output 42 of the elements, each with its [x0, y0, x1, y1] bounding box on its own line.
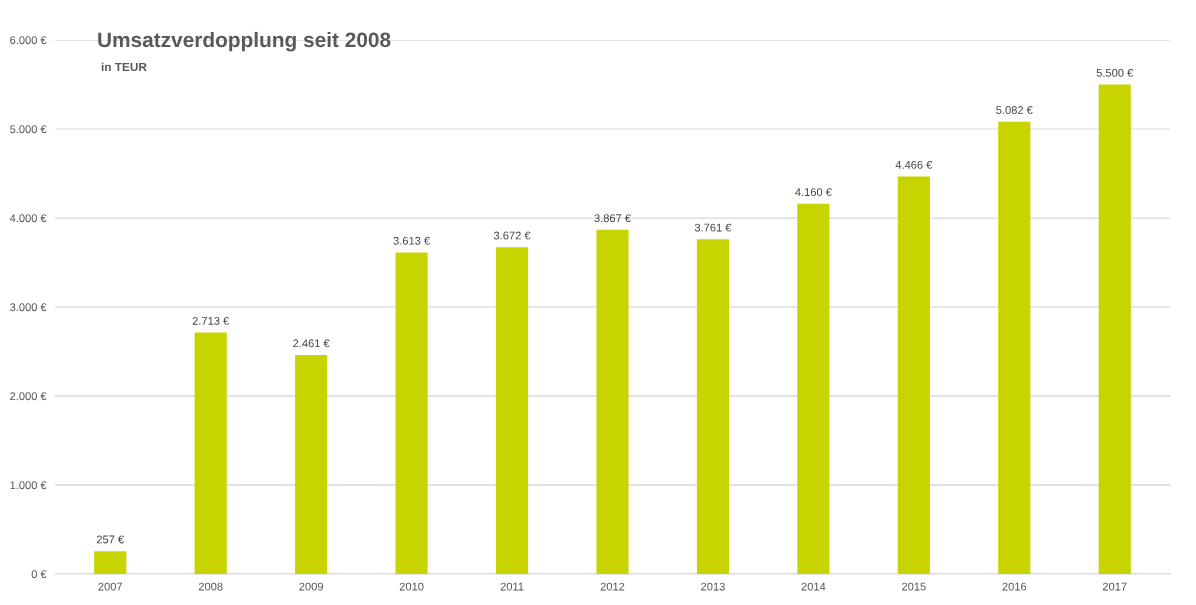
data-label: 4.466 €	[895, 160, 933, 169]
data-label: 3.867 €	[594, 214, 631, 223]
bar	[495, 247, 529, 574]
bar	[295, 354, 328, 574]
data-label: 3.613 €	[393, 236, 430, 245]
x-tick-label: 2009	[299, 582, 323, 591]
data-label: 3.761 €	[694, 223, 732, 232]
y-tick-label: 6.000 €	[10, 36, 47, 45]
bar	[395, 252, 428, 574]
bar	[696, 239, 730, 574]
bar	[596, 229, 629, 574]
data-label: 5.500 €	[1096, 68, 1134, 77]
y-tick-label: 3.000 €	[10, 303, 47, 312]
y-tick-label: 0 €	[31, 570, 47, 579]
x-tick-label: 2008	[198, 582, 223, 591]
x-tick-label: 2016	[1002, 582, 1027, 591]
y-tick-label: 4.000 €	[9, 214, 47, 223]
data-label: 3.672 €	[493, 231, 531, 240]
x-tick-label: 2017	[1102, 582, 1127, 591]
x-tick-label: 2013	[701, 582, 725, 591]
data-label: 257 €	[96, 535, 124, 544]
chart-title: Umsatzverdopplung seit 2008	[98, 31, 391, 52]
x-tick-label: 2007	[98, 582, 123, 591]
y-tick-label: 2.000 €	[10, 392, 47, 401]
x-tick-label: 2014	[801, 582, 826, 591]
y-tick-label: 5.000 €	[10, 125, 47, 134]
bar	[897, 176, 930, 574]
y-tick-label: 1.000 €	[10, 481, 47, 490]
bar	[94, 551, 127, 574]
x-tick-label: 2010	[399, 582, 424, 591]
data-label: 2.713 €	[192, 316, 230, 325]
text: in TEUR	[101, 62, 147, 72]
x-tick-label: 2011	[500, 582, 524, 591]
bar	[797, 203, 830, 574]
bar	[194, 332, 227, 574]
data-label: 2.461 €	[293, 339, 330, 348]
bar	[998, 121, 1031, 574]
data-label: 5.082 €	[996, 106, 1033, 114]
x-tick-label: 2015	[902, 582, 926, 591]
data-label: 4.160 €	[795, 188, 832, 197]
x-tick-label: 2012	[600, 582, 625, 591]
bar	[1098, 84, 1131, 574]
